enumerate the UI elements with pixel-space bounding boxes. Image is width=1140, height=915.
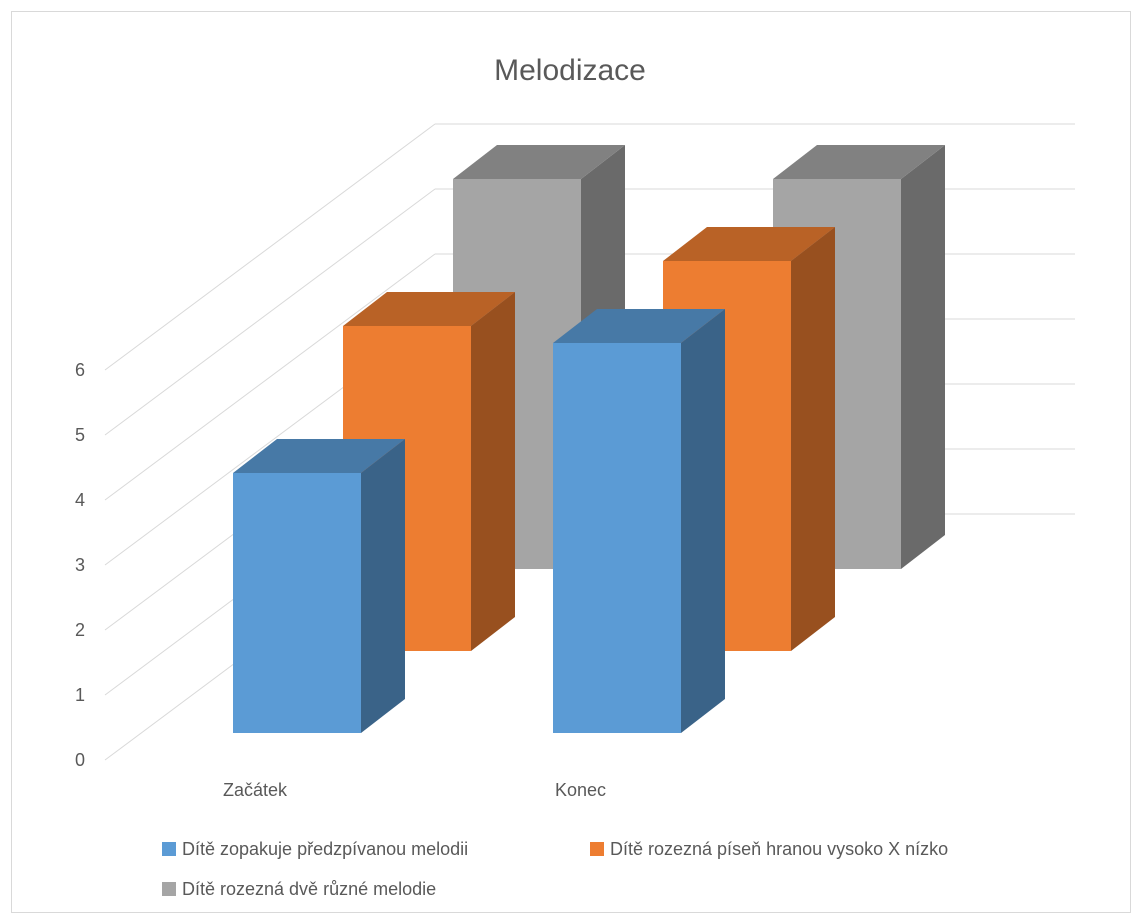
gridline-side [104, 123, 436, 371]
bar-top [453, 145, 625, 179]
bar-side [901, 145, 945, 569]
bar [553, 309, 725, 733]
y-tick-label: 2 [75, 620, 85, 640]
bar-side [791, 227, 835, 651]
y-tick-label: 0 [75, 750, 85, 770]
bar-top [553, 309, 725, 343]
chart-title: Melodizace [494, 54, 646, 87]
y-tick-label: 4 [75, 490, 85, 510]
bar [233, 439, 405, 733]
bar-side [471, 292, 515, 651]
bar-side [361, 439, 405, 733]
gridline-side [104, 188, 436, 436]
y-tick-label: 5 [75, 425, 85, 445]
y-tick-label: 3 [75, 555, 85, 575]
category-label: Začátek [223, 780, 288, 800]
category-labels: Začátek Konec [223, 780, 606, 800]
y-axis-ticks: 0 1 2 3 4 5 6 [75, 360, 85, 770]
bar-top [233, 439, 405, 473]
bar-top [663, 227, 835, 261]
category-label: Konec [555, 780, 606, 800]
gridline-side [104, 253, 436, 501]
bar-top [773, 145, 945, 179]
y-tick-label: 1 [75, 685, 85, 705]
bars [233, 145, 945, 733]
bar-top [343, 292, 515, 326]
bar-side [681, 309, 725, 733]
bar-front [553, 343, 681, 733]
y-tick-label: 6 [75, 360, 85, 380]
bar-front [233, 473, 361, 733]
